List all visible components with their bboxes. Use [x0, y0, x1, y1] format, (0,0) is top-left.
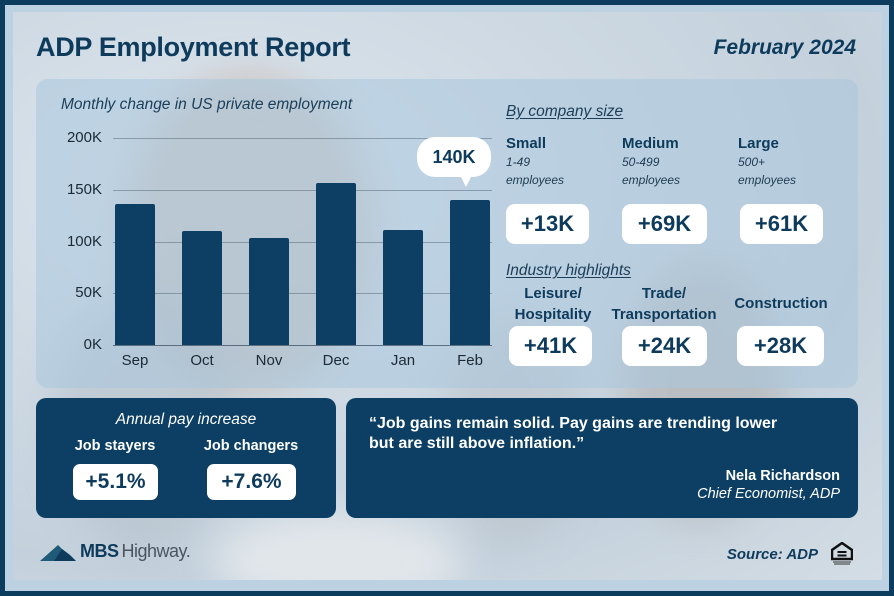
- bar-feb: [450, 200, 490, 345]
- trade-value-badge: +24K: [622, 326, 707, 366]
- large-value-badge: +61K: [740, 204, 823, 244]
- size-name: Medium: [622, 135, 679, 152]
- industry-name-line: Transportation: [611, 306, 717, 323]
- industry-name-line: Leisure/: [524, 285, 582, 302]
- y-tick-label: 150K: [66, 181, 102, 198]
- chart-title: Monthly change in US private employment: [61, 96, 353, 113]
- quote-author-role: Chief Economist, ADP: [697, 486, 840, 502]
- small-value-badge: +13K: [506, 204, 589, 244]
- page-title: ADP Employment Report: [36, 32, 351, 62]
- industry-name-line: Trade/: [641, 285, 687, 302]
- source-label: Source: ADP: [726, 546, 818, 563]
- bar-dec: [316, 182, 356, 345]
- x-tick-label: Oct: [190, 352, 214, 369]
- background-photo-laptop: [213, 512, 463, 580]
- job-changers-value: +7.6%: [207, 464, 296, 500]
- industry-heading: Industry highlights: [506, 262, 631, 279]
- y-tick-label: 50K: [75, 284, 102, 301]
- bar-jan: [383, 230, 423, 345]
- construction-value-badge: +28K: [737, 326, 824, 366]
- x-tick-label: Dec: [322, 352, 350, 369]
- size-range: 1-49: [506, 155, 531, 169]
- size-name: Large: [738, 135, 779, 152]
- size-unit: employees: [622, 173, 681, 187]
- job-stayers-value: +5.1%: [73, 464, 158, 500]
- chart-panel: [36, 79, 858, 388]
- gridline: [113, 138, 492, 139]
- size-unit: employees: [506, 173, 565, 187]
- x-tick-label: Jan: [390, 352, 416, 369]
- quote-card: “Job gains remain solid. Pay gains are t…: [346, 398, 858, 518]
- quote-text: “Job gains remain solid. Pay gains are t…: [369, 415, 778, 452]
- pay-title: Annual pay increase: [115, 411, 257, 428]
- gridline: [113, 190, 492, 191]
- mountain-logo-icon: [40, 544, 76, 561]
- x-tick-label: Feb: [457, 352, 483, 369]
- logo-text-bold: MBS: [80, 541, 119, 561]
- company-size-heading: By company size: [506, 103, 624, 120]
- job-stayers-label: Job stayers: [74, 438, 156, 454]
- industry-name-line: Construction: [734, 295, 828, 312]
- bar-nov: [249, 238, 289, 345]
- size-unit: employees: [738, 173, 797, 187]
- quote-author: Nela Richardson: [725, 468, 840, 484]
- x-tick-label: Sep: [121, 352, 149, 369]
- bar-oct: [182, 231, 222, 345]
- industry-name: Leisure/ Hospitality: [488, 283, 618, 325]
- leisure-value-badge: +41K: [509, 326, 592, 366]
- x-tick-label: Nov: [255, 352, 283, 369]
- size-name: Small: [506, 135, 547, 152]
- x-axis-baseline: [113, 345, 492, 346]
- size-medium: Medium 50-499 employees: [622, 135, 732, 189]
- size-range: 500+: [738, 155, 766, 169]
- industry-name: Construction: [716, 293, 846, 314]
- feb-value-callout: 140K: [417, 137, 491, 187]
- size-range: 50-499: [622, 155, 660, 169]
- medium-value-badge: +69K: [622, 204, 707, 244]
- equal-housing-icon: [831, 542, 853, 565]
- industry-name: Trade/ Transportation: [599, 283, 729, 325]
- size-small: Small 1-49 employees: [506, 135, 616, 189]
- mbs-highway-logo: MBS Highway.: [40, 541, 191, 562]
- size-large: Large 500+ employees: [738, 135, 848, 189]
- bar-sep: [115, 204, 155, 345]
- y-tick-label: 0K: [83, 336, 102, 353]
- logo-text-light: Highway.: [121, 541, 191, 561]
- industry-name-line: Hospitality: [514, 306, 592, 323]
- job-changers-label: Job changers: [203, 438, 299, 454]
- gridline: [113, 293, 492, 294]
- pay-increase-card: Annual pay increase Job stayers Job chan…: [36, 398, 336, 518]
- gridline: [113, 242, 492, 243]
- y-tick-label: 200K: [66, 129, 102, 146]
- report-date: February 2024: [713, 36, 856, 59]
- y-tick-label: 100K: [66, 233, 102, 250]
